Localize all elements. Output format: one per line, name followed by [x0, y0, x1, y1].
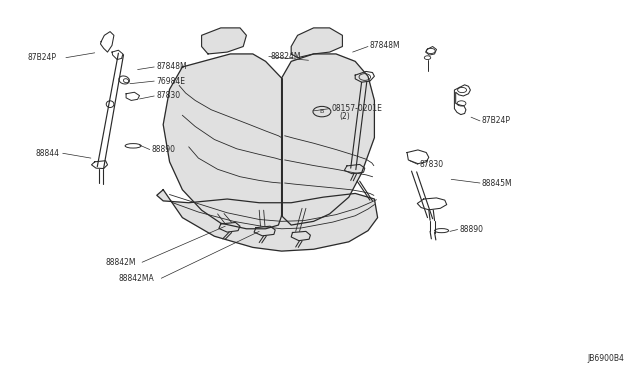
Text: 76984E: 76984E [157, 77, 186, 86]
Text: 87830: 87830 [420, 160, 444, 169]
Text: 88824M: 88824M [270, 52, 301, 61]
Text: (2): (2) [339, 112, 350, 121]
Text: 08157-0201E: 08157-0201E [332, 104, 382, 113]
Text: 87B24P: 87B24P [28, 53, 56, 62]
Polygon shape [291, 28, 342, 58]
Text: 87830: 87830 [157, 92, 181, 100]
Text: B: B [320, 109, 324, 114]
Text: 88842M: 88842M [106, 258, 136, 267]
Text: JB6900B4: JB6900B4 [587, 354, 624, 363]
Text: 88845M: 88845M [481, 179, 512, 187]
Text: 88842MA: 88842MA [118, 274, 154, 283]
Text: 87B24P: 87B24P [481, 116, 510, 125]
Text: 87848M: 87848M [157, 62, 188, 71]
Text: 87848M: 87848M [370, 41, 401, 50]
Polygon shape [163, 54, 282, 229]
Text: 88890: 88890 [152, 145, 175, 154]
Polygon shape [157, 190, 378, 251]
Polygon shape [282, 54, 374, 225]
Text: 88890: 88890 [460, 225, 484, 234]
Polygon shape [202, 28, 246, 54]
Text: 88844: 88844 [35, 149, 60, 158]
